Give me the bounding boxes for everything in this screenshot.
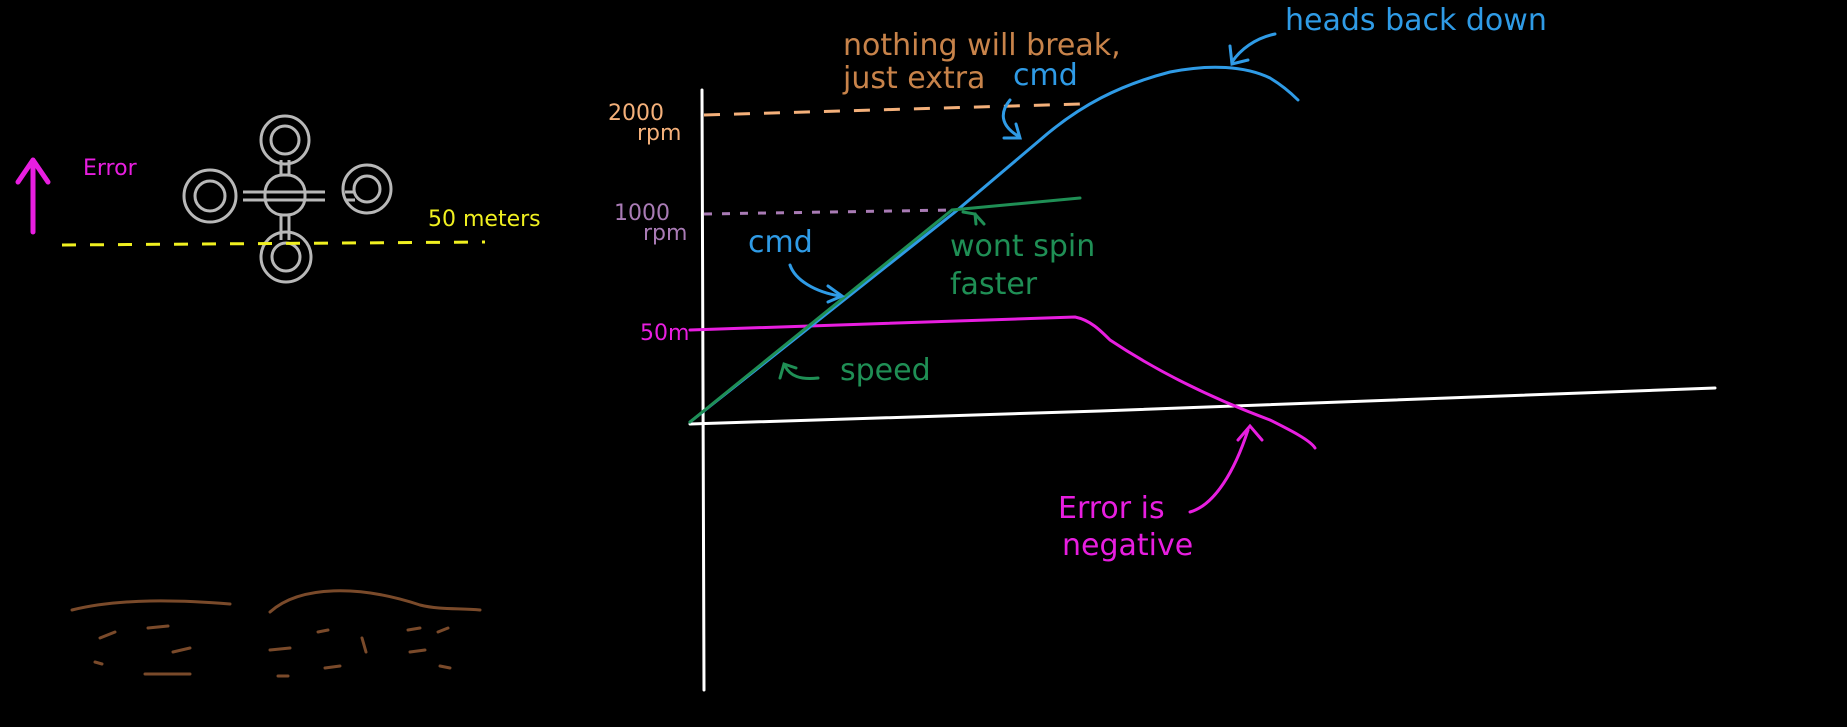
note-cmd-top: cmd bbox=[1013, 58, 1078, 93]
error-label: Error bbox=[83, 156, 138, 181]
graph-axes bbox=[688, 88, 1717, 692]
note-error-is: Error is bbox=[1058, 491, 1165, 526]
y-tick-1000-unit: rpm bbox=[643, 221, 687, 246]
note-speed-arrow-icon bbox=[778, 362, 820, 380]
y-tick-1000: 1000 bbox=[614, 201, 670, 226]
note-wont-spin: wont spin bbox=[950, 229, 1095, 264]
note-negative: negative bbox=[1062, 528, 1193, 563]
cmd-curve bbox=[688, 65, 1300, 424]
y-axis bbox=[700, 88, 706, 692]
note-wont-spin-arrow-icon bbox=[961, 210, 986, 226]
rpm-2000-reference-line bbox=[703, 102, 1081, 117]
note-just-extra: just extra bbox=[842, 61, 985, 96]
note-nothing-will-break: nothing will break, bbox=[843, 28, 1121, 63]
y-tick-2000-unit: rpm bbox=[637, 121, 681, 146]
y-tick-2000: 2000 bbox=[608, 101, 664, 126]
error-curve bbox=[688, 315, 1317, 450]
rpm-1000-reference-line bbox=[703, 208, 956, 216]
target-altitude-label: 50 meters bbox=[428, 207, 541, 232]
y-tick-50m: 50m bbox=[640, 321, 689, 346]
ground-sketch bbox=[70, 589, 482, 678]
note-cmd-left-arrow-icon bbox=[788, 263, 846, 304]
error-arrow-up-icon bbox=[15, 157, 51, 235]
speed-curve bbox=[688, 196, 1082, 424]
note-speed: speed bbox=[840, 353, 931, 388]
note-heads-back-down-arrow-icon bbox=[1228, 32, 1277, 66]
note-faster: faster bbox=[950, 267, 1038, 302]
note-error-negative-arrow-icon bbox=[1188, 423, 1264, 514]
note-cmd-left: cmd bbox=[748, 225, 813, 260]
x-axis bbox=[688, 386, 1717, 426]
note-cmd-top-arrow-icon bbox=[1001, 98, 1022, 140]
note-heads-back-down: heads back down bbox=[1285, 3, 1547, 38]
